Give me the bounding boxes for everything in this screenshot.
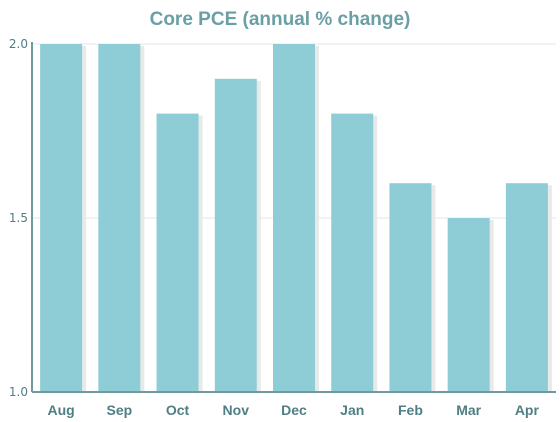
x-tick-label: Apr — [515, 402, 540, 418]
bar-aug — [40, 44, 83, 392]
bar-apr — [505, 183, 548, 392]
x-tick-label: Jan — [340, 402, 364, 418]
chart-title: Core PCE (annual % change) — [150, 9, 411, 30]
bar-nov — [214, 78, 257, 393]
x-tick-label: Oct — [166, 402, 190, 418]
x-tick-label: Sep — [106, 402, 132, 418]
y-tick-label: 2.0 — [9, 37, 28, 51]
y-tick-label: 1.0 — [9, 385, 28, 399]
bar-oct — [156, 113, 199, 392]
x-tick-label: Nov — [223, 402, 250, 418]
x-tick-label: Mar — [456, 402, 481, 418]
bar-sep — [98, 44, 141, 392]
x-tick-label: Feb — [398, 402, 423, 418]
bar-jan — [331, 113, 374, 392]
y-tick-labels: 1.0 1.5 2.0 — [9, 37, 28, 399]
bar-dec — [273, 44, 315, 392]
x-tick-label: Dec — [281, 402, 307, 418]
x-tick-labels: Aug Sep Oct Nov Dec Jan Feb Mar Apr — [48, 402, 540, 418]
bar-feb — [389, 183, 432, 392]
bars — [40, 44, 552, 393]
y-tick-label: 1.5 — [9, 211, 28, 225]
x-tick-label: Aug — [48, 402, 75, 418]
bar-mar — [447, 218, 490, 392]
axes — [31, 42, 556, 393]
